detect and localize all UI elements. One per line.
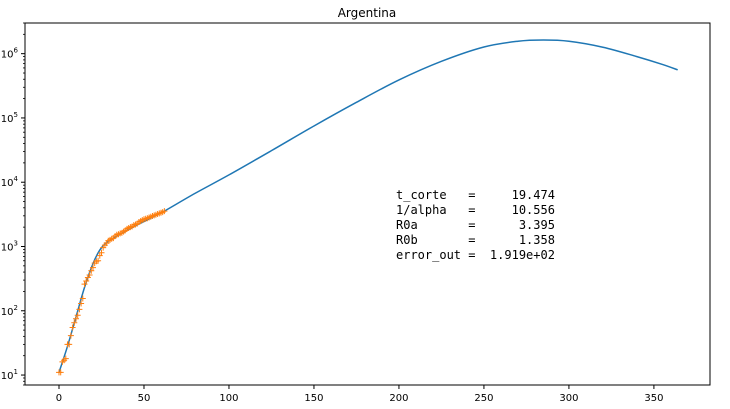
data-point-marker — [89, 264, 96, 271]
data-point-marker — [72, 315, 79, 322]
x-tick-label: 350 — [644, 393, 663, 404]
plot-frame — [24, 22, 711, 386]
annotation-line: R0a = 3.395 — [396, 218, 555, 232]
data-point-marker — [67, 332, 74, 339]
data-point-marker — [98, 249, 105, 256]
x-tick-label: 250 — [474, 393, 493, 404]
x-tick-label: 0 — [56, 393, 62, 404]
data-point-marker — [78, 300, 85, 307]
x-tick-label: 300 — [559, 393, 578, 404]
data-point-marker — [88, 267, 95, 274]
y-tick-label: 105 — [1, 111, 18, 125]
data-point-marker — [62, 355, 69, 362]
annotation-line: 1/alpha = 10.556 — [396, 203, 555, 217]
data-point-marker — [83, 278, 90, 285]
x-tick-label: 200 — [389, 393, 408, 404]
data-point-marker — [79, 295, 86, 302]
data-point-marker — [86, 272, 93, 279]
chart-title: Argentina — [338, 6, 397, 20]
annotation-line: t_corte = 19.474 — [396, 188, 555, 202]
x-tick-label: 50 — [138, 393, 151, 404]
annotation-line: R0b = 1.358 — [396, 233, 555, 247]
data-point-marker — [76, 306, 83, 313]
y-tick-label: 103 — [1, 239, 18, 253]
data-point-marker — [161, 208, 168, 215]
data-point-marker — [57, 369, 64, 376]
data-point-marker — [74, 312, 81, 319]
data-point-marker — [95, 257, 102, 264]
x-tick-label: 100 — [219, 393, 238, 404]
annotation-line: error_out = 1.919e+02 — [396, 248, 555, 262]
y-tick-label: 104 — [1, 175, 19, 189]
data-point-marker — [66, 341, 73, 348]
y-axis: 101 102 103 104 105 106 — [1, 22, 25, 386]
y-tick-label: 101 — [1, 368, 18, 382]
x-axis: 0 50 100 150 200 250 300 350 — [56, 385, 663, 404]
y-tick-label: 106 — [1, 47, 19, 61]
observed-data-series — [55, 208, 168, 376]
data-point-marker — [69, 324, 76, 331]
x-tick-label: 150 — [304, 393, 323, 404]
data-point-marker — [81, 281, 88, 288]
model-curve-line — [58, 39, 678, 373]
y-tick-label: 102 — [1, 304, 18, 318]
data-point-marker — [71, 319, 78, 326]
